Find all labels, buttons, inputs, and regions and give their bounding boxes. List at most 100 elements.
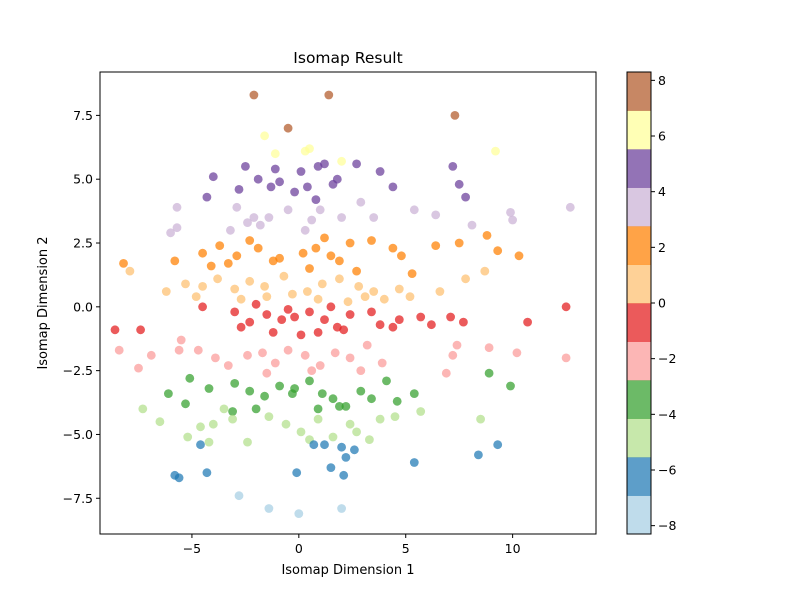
colorbar-segment xyxy=(627,418,651,458)
scatter-point xyxy=(341,402,351,411)
scatter-point xyxy=(379,294,389,304)
scatter-point xyxy=(461,274,470,284)
scatter-point xyxy=(388,243,398,253)
scatter-point xyxy=(253,174,263,184)
scatter-points xyxy=(110,90,575,518)
scatter-point xyxy=(245,276,255,286)
scatter-point xyxy=(270,149,280,159)
scatter-point xyxy=(345,353,355,363)
scatter-point xyxy=(288,389,297,398)
scatter-point xyxy=(367,236,376,245)
scatter-point xyxy=(320,159,329,169)
scatter-point xyxy=(375,167,385,176)
scatter-point xyxy=(172,202,182,212)
scatter-point xyxy=(339,325,349,335)
scatter-point xyxy=(283,123,293,133)
scatter-point xyxy=(251,299,261,309)
scatter-point xyxy=(264,213,274,222)
plot-frame xyxy=(99,71,597,535)
scatter-point xyxy=(110,325,120,335)
scatter-point xyxy=(345,419,355,429)
scatter-point xyxy=(174,345,184,355)
scatter-point xyxy=(441,368,451,378)
scatter-point xyxy=(262,292,272,301)
scatter-point xyxy=(328,432,338,442)
scatter-point xyxy=(303,182,312,192)
scatter-point xyxy=(307,215,317,225)
scatter-point xyxy=(313,414,323,424)
scatter-point xyxy=(365,435,374,444)
scatter-point xyxy=(431,210,441,220)
scatter-point xyxy=(219,404,229,414)
scatter-point xyxy=(339,470,349,480)
scatter-point xyxy=(277,315,287,324)
scatter-point xyxy=(208,172,218,182)
scatter-point xyxy=(356,197,366,207)
scatter-point xyxy=(191,292,201,301)
scatter-point xyxy=(260,391,269,401)
scatter-point xyxy=(382,376,391,386)
scatter-point xyxy=(367,307,376,317)
scatter-point xyxy=(356,366,366,375)
y-tick-label: 7.5 xyxy=(73,108,93,123)
colorbar-segment xyxy=(627,149,651,188)
scatter-point xyxy=(320,315,329,324)
colorbar-ticks: −8 −6 −4 −2 0 2 4 6 8 xyxy=(651,73,676,533)
scatter-point xyxy=(264,504,274,513)
scatter-point xyxy=(281,419,291,429)
colorbar-segment xyxy=(627,495,651,535)
scatter-point xyxy=(409,458,419,467)
scatter-point xyxy=(377,358,387,368)
scatter-point xyxy=(300,350,310,360)
scatter-point xyxy=(170,256,180,266)
scatter-point xyxy=(362,340,372,350)
scatter-point xyxy=(296,330,306,340)
scatter-point xyxy=(262,368,272,378)
scatter-point xyxy=(431,241,441,251)
scatter-point xyxy=(416,407,426,416)
scatter-point xyxy=(243,218,252,228)
y-tick-label: −7.5 xyxy=(63,491,93,506)
scatter-point xyxy=(461,192,470,202)
scatter-point xyxy=(326,251,336,261)
scatter-point xyxy=(416,312,426,322)
scatter-point xyxy=(298,248,308,258)
scatter-point xyxy=(367,394,376,404)
scatter-point xyxy=(375,320,385,330)
scatter-point xyxy=(270,358,280,368)
scatter-point xyxy=(337,504,346,513)
scatter-point xyxy=(268,328,278,337)
scatter-point xyxy=(324,90,334,100)
scatter-point xyxy=(341,453,351,462)
scatter-point xyxy=(337,442,346,452)
scatter-point xyxy=(561,353,571,363)
scatter-point xyxy=(283,305,293,314)
scatter-point xyxy=(279,271,289,281)
scatter-point xyxy=(305,307,314,317)
scatter-point xyxy=(245,317,255,327)
scatter-point xyxy=(337,156,346,166)
scatter-point xyxy=(292,468,302,478)
scatter-point xyxy=(493,246,503,256)
scatter-point xyxy=(330,348,340,358)
scatter-point xyxy=(315,361,325,370)
scatter-point xyxy=(196,422,205,432)
scatter-point xyxy=(206,261,216,271)
scatter-point xyxy=(198,282,208,291)
scatter-point xyxy=(561,302,571,312)
scatter-point xyxy=(270,164,280,174)
scatter-point xyxy=(253,243,263,253)
x-tick-label: 10 xyxy=(505,541,521,556)
scatter-point xyxy=(193,345,203,355)
scatter-point xyxy=(136,325,146,335)
scatter-point xyxy=(309,440,319,450)
scatter-point xyxy=(345,238,355,248)
scatter-point xyxy=(446,312,455,322)
scatter-point xyxy=(226,225,235,235)
scatter-point xyxy=(305,144,314,154)
scatter-point xyxy=(311,195,321,205)
scatter-point xyxy=(307,366,317,375)
scatter-point xyxy=(204,384,214,393)
scatter-point xyxy=(232,202,242,212)
y-tick-label: −2.5 xyxy=(63,363,93,378)
